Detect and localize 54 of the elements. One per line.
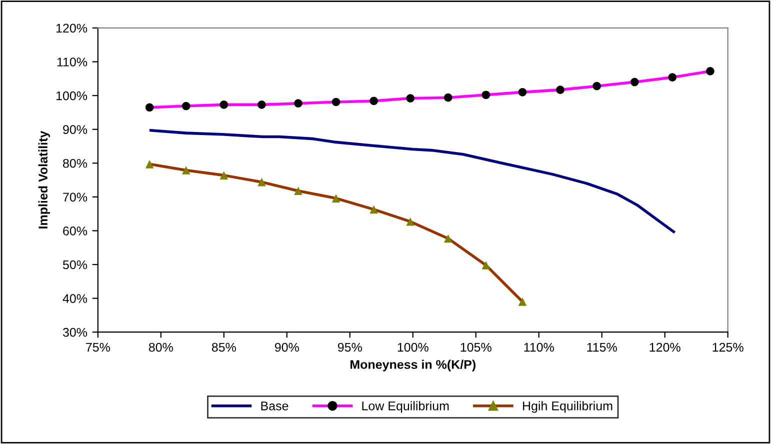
x-tick-label: 120% [650, 342, 680, 352]
y-tick-label: 50% [62, 260, 88, 270]
point [556, 86, 564, 94]
point [482, 90, 490, 100]
x-tick-label: 95% [338, 342, 362, 352]
point [294, 99, 302, 108]
point [518, 88, 527, 96]
y-tick-label: 120% [56, 24, 88, 33]
point [592, 82, 601, 90]
point [630, 78, 639, 86]
y-tick-label: 90% [63, 125, 88, 134]
legend-label: Hgih Equilibrium [523, 401, 612, 413]
point [145, 103, 154, 112]
point [444, 234, 452, 243]
x-tick-label: 105% [460, 342, 492, 352]
point [182, 102, 190, 110]
y-tick-label: 80% [63, 158, 88, 168]
point [182, 166, 190, 174]
point [444, 93, 452, 102]
x-tick-label: 110% [524, 342, 554, 352]
point [706, 67, 714, 76]
x-tick-label: 85% [212, 342, 236, 352]
y-tick-label: 60% [63, 226, 88, 236]
y-tick-label: 70% [63, 192, 88, 202]
y-tick-label: 100% [56, 91, 88, 100]
y-axis-title: Implied Volatility [38, 130, 50, 228]
point [370, 96, 378, 106]
x-tick-label: 125% [712, 342, 744, 352]
point [145, 160, 154, 168]
point [294, 186, 302, 196]
point [668, 73, 677, 82]
legend-label: Base [261, 402, 288, 410]
point [406, 217, 415, 226]
x-axis-title: Moneyness in %(K/P) [350, 360, 476, 372]
y-tick-label: 30% [62, 328, 88, 337]
line-series [149, 128, 676, 234]
point [258, 178, 266, 186]
point [482, 261, 490, 270]
legend-label: Low Equilibrium [362, 401, 449, 413]
point [518, 298, 527, 306]
point [406, 94, 415, 102]
x-tick-label: 80% [148, 342, 173, 352]
point [258, 100, 266, 109]
y-tick-label: 40% [62, 294, 88, 303]
point [332, 98, 340, 106]
x-tick-label: 115% [587, 342, 617, 352]
point [332, 194, 340, 202]
x-tick-label: 100% [398, 342, 428, 352]
point [220, 171, 228, 180]
x-tick-label: 75% [86, 342, 110, 352]
point [220, 100, 228, 109]
x-tick-label: 90% [274, 342, 299, 352]
y-tick-label: 110% [57, 58, 88, 66]
point [370, 205, 378, 214]
